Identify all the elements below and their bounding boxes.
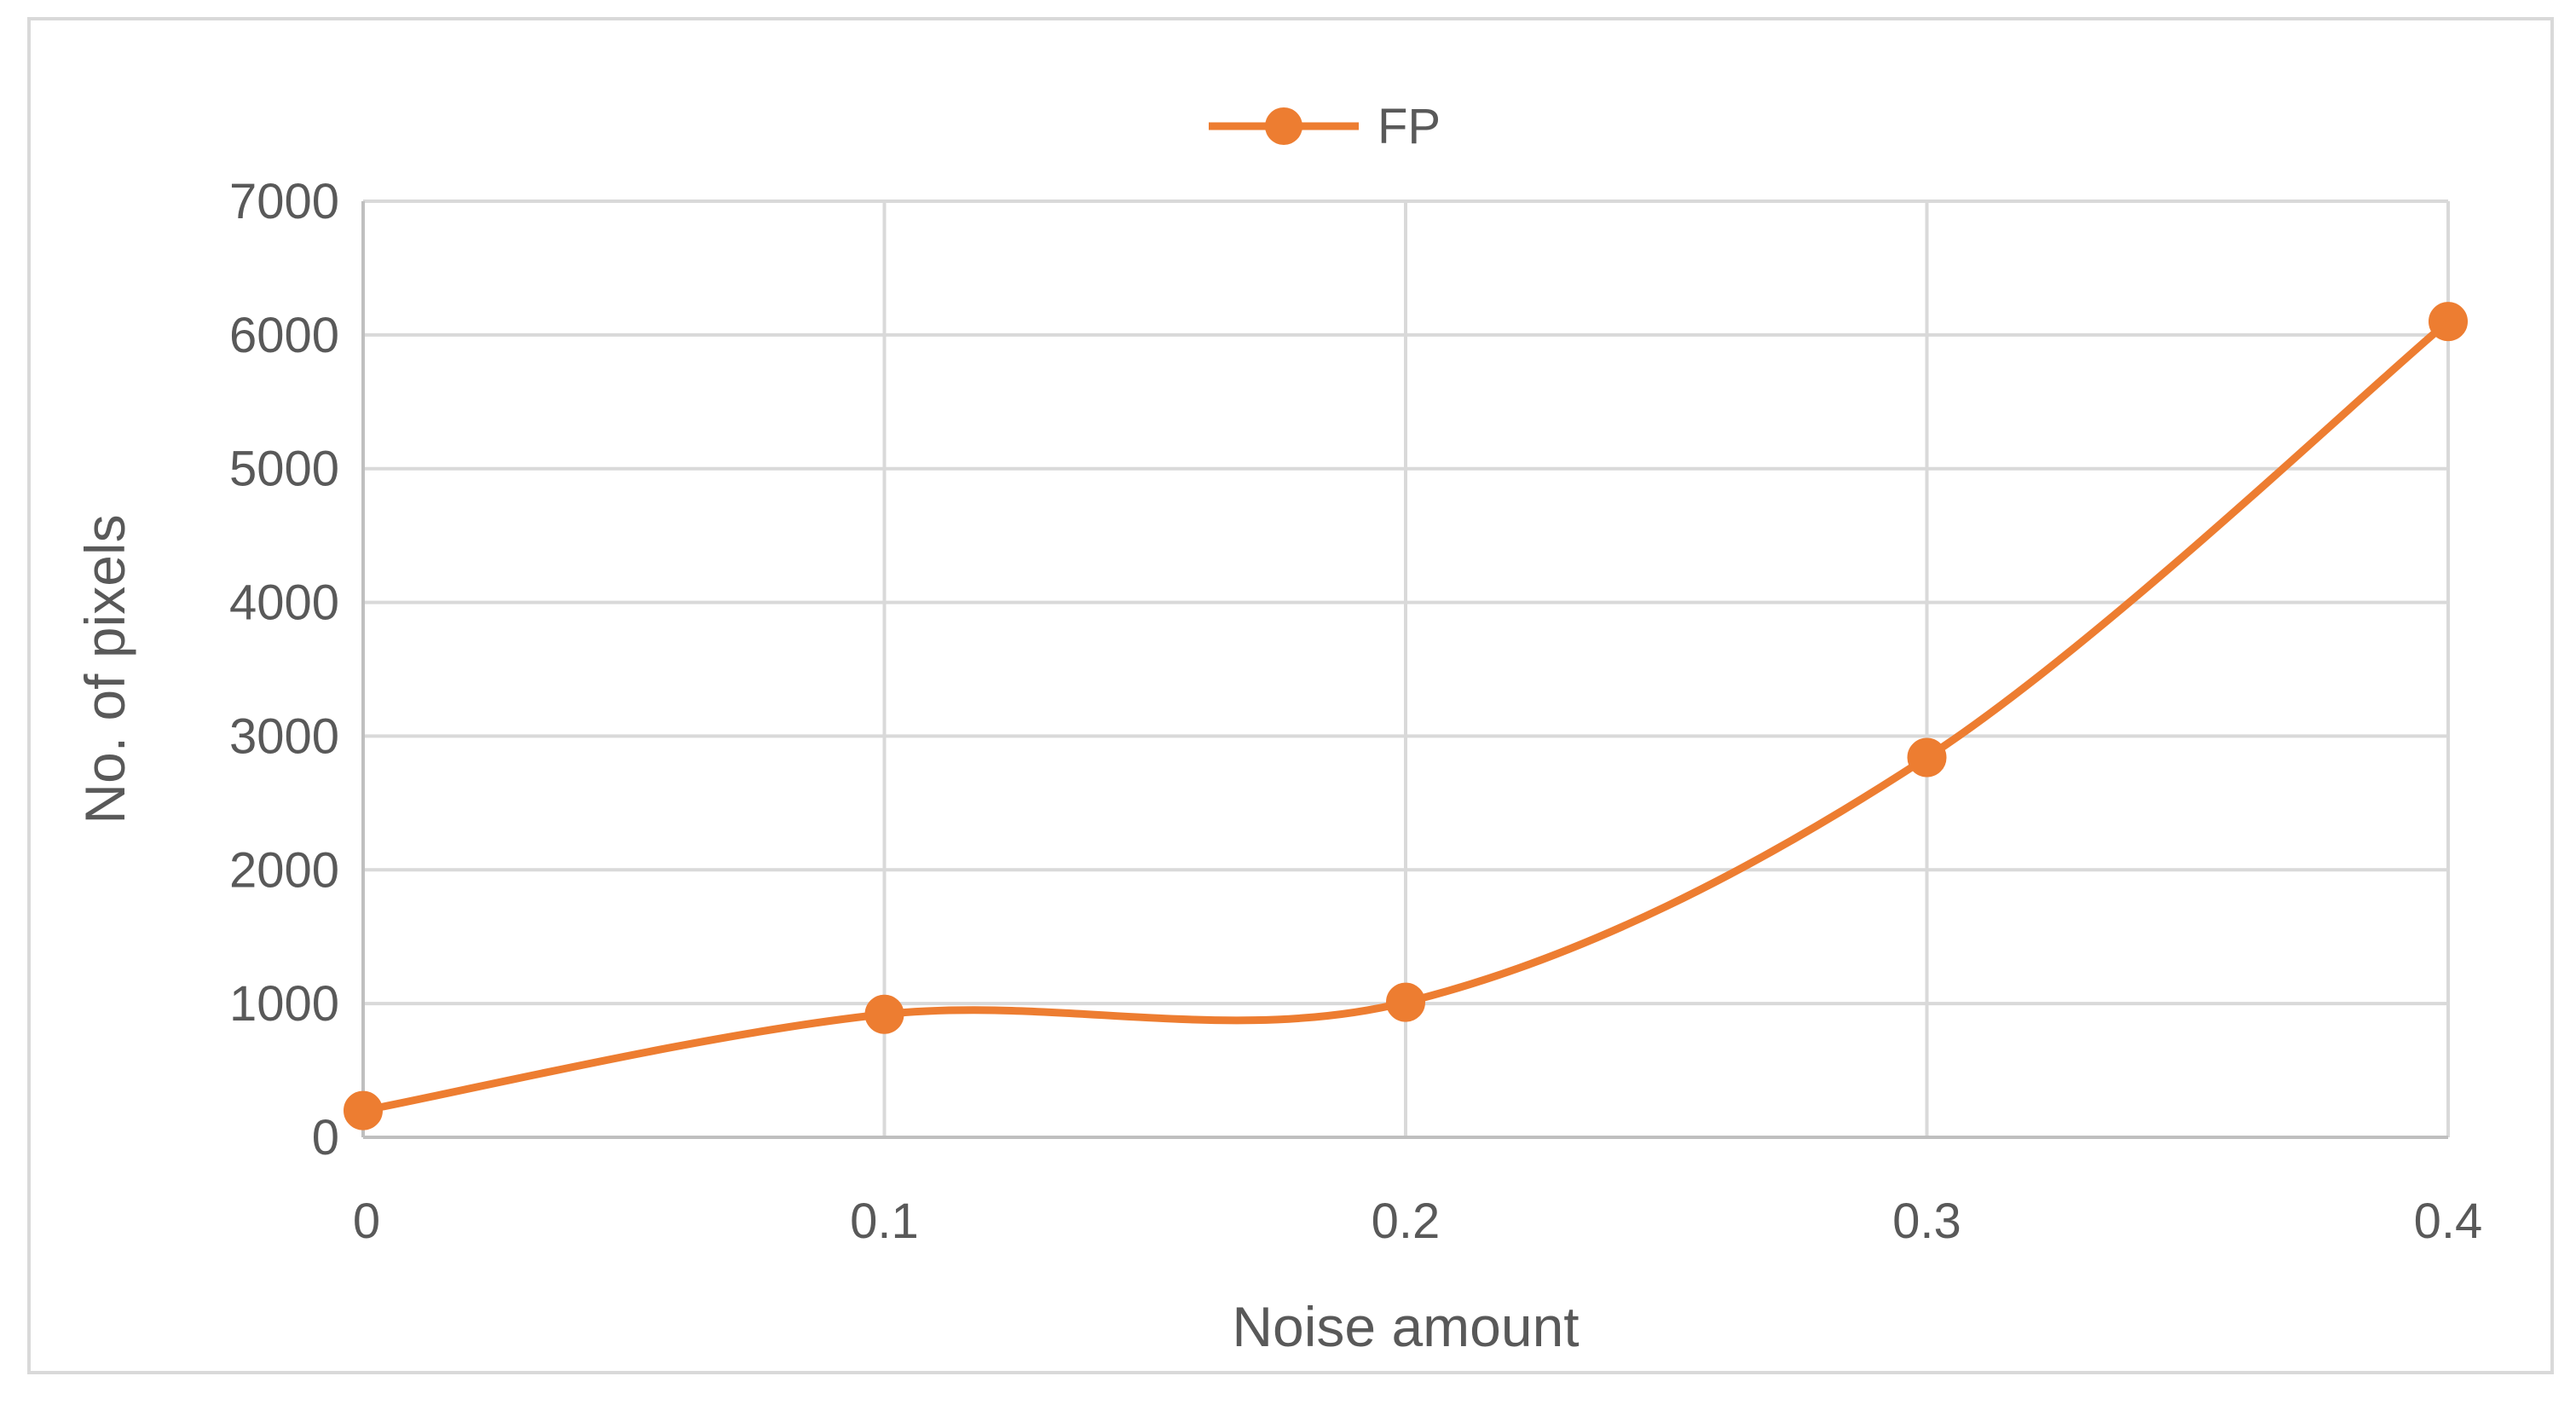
- y-axis-title: No. of pixels: [73, 514, 136, 824]
- x-tick-label: 0.1: [850, 1194, 919, 1249]
- x-tick-label: 0: [353, 1194, 380, 1249]
- x-tick-label: 0.2: [1372, 1194, 1441, 1249]
- y-tick-label: 6000: [229, 308, 339, 363]
- legend-label-fp: FP: [1378, 99, 1441, 154]
- data-point-fp: [2429, 302, 2468, 342]
- y-tick-label: 1000: [229, 976, 339, 1032]
- series-line-fp: [359, 317, 2452, 1115]
- y-tick-label: 2000: [229, 842, 339, 898]
- x-tick-label: 0.4: [2414, 1194, 2483, 1249]
- x-axis-title: Noise amount: [1232, 1295, 1579, 1358]
- x-tick-label: 0.3: [1892, 1194, 1961, 1249]
- y-tick-label: 4000: [229, 575, 339, 631]
- y-tick-label: 7000: [229, 174, 339, 229]
- y-tick-label: 3000: [229, 708, 339, 764]
- data-point-fp: [864, 994, 904, 1034]
- legend: FP: [1209, 99, 1441, 154]
- line-chart: 0 1000 2000 3000 4000 5000 6000 7000 0 0.1 0.2 0.3…: [73, 99, 2482, 1358]
- y-tick-label: 5000: [229, 442, 339, 497]
- data-point-fp: [1907, 737, 1947, 778]
- y-tick-label: 0: [312, 1110, 339, 1165]
- data-point-fp: [1386, 982, 1425, 1022]
- series-fp: [344, 302, 2468, 1130]
- chart-frame: 0 1000 2000 3000 4000 5000 6000 7000 0 0.1 0.2 0.3…: [27, 17, 2554, 1374]
- legend-marker-fp: [1265, 107, 1302, 145]
- y-tick-labels: 0 1000 2000 3000 4000 5000 6000 7000: [229, 174, 339, 1165]
- x-tick-labels: 0 0.1 0.2 0.3 0.4: [353, 1194, 2482, 1249]
- data-point-fp: [344, 1090, 383, 1130]
- gridlines: [363, 199, 2450, 1137]
- axes: [361, 201, 2448, 1139]
